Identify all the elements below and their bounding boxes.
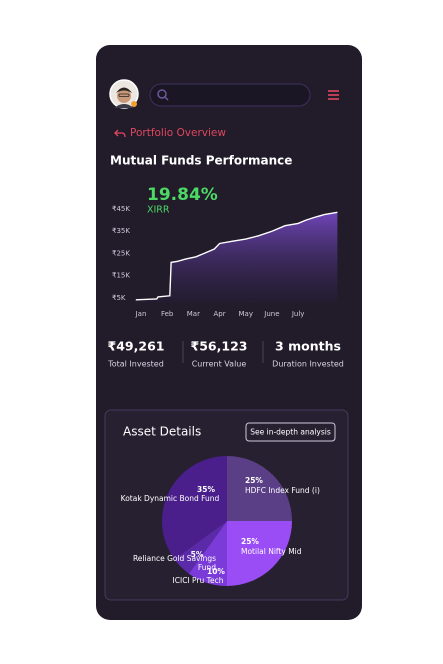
- stat-value: 3 months: [275, 339, 341, 354]
- stat-value: ₹49,261: [108, 339, 165, 354]
- x-tick-label: Jan: [135, 310, 147, 318]
- stat-label: Duration Invested: [272, 360, 344, 369]
- area: [135, 212, 338, 303]
- x-tick-label: Mar: [187, 310, 200, 318]
- pie-value-label: 25%: [241, 537, 259, 546]
- pie-value-label: 25%: [245, 476, 263, 485]
- xirr-value: 19.84%: [147, 185, 218, 205]
- pie-slice: [188, 521, 227, 586]
- x-tick-label: May: [239, 310, 253, 318]
- pie-slice: [161, 456, 227, 560]
- stat-value: ₹56,123: [191, 339, 248, 354]
- card-title: Asset Details: [123, 425, 201, 439]
- x-tick-label: Apr: [214, 310, 226, 318]
- stats: [182, 341, 264, 363]
- y-tick-label: ₹35K: [112, 227, 130, 235]
- pie-value-label: 5%: [191, 550, 204, 559]
- search-bar[interactable]: [149, 83, 311, 107]
- x-tick-label: Feb: [161, 310, 174, 318]
- analysis-button-label[interactable]: See in-depth analysis: [250, 428, 331, 437]
- pie-label: ICICI Pru Tech: [173, 576, 224, 585]
- x-tick-label: July: [291, 310, 305, 318]
- pie-slice: [227, 521, 292, 586]
- line: [135, 211, 338, 301]
- y-tick-label: ₹15K: [112, 272, 130, 280]
- stat-label: Current Value: [192, 360, 247, 369]
- nav-link[interactable]: Portfolio Overview: [130, 127, 226, 139]
- y-tick-label: ₹5K: [112, 294, 126, 302]
- pie-label: Reliance Gold Savings Fund: [132, 554, 216, 572]
- analysis-button[interactable]: [245, 422, 336, 442]
- xirr-label: XIRR: [147, 205, 170, 216]
- y-tick-label: ₹45K: [112, 205, 130, 213]
- x-tick-label: June: [263, 310, 279, 318]
- back-arrow[interactable]: [114, 129, 126, 138]
- avatar[interactable]: [109, 79, 139, 109]
- pie-value-label: 10%: [207, 567, 225, 576]
- chart-title: Mutual Funds Performance: [110, 154, 292, 168]
- stat-label: Total Invested: [107, 360, 164, 369]
- pie-label: Motilal Nifty Mid: [241, 547, 302, 556]
- y-tick-label: ₹25K: [112, 249, 130, 257]
- pie-slice: [174, 521, 227, 574]
- pie-slice: [227, 456, 292, 521]
- pie-label: HDFC Index Fund (i): [245, 486, 320, 495]
- menu-icon[interactable]: [328, 90, 339, 100]
- pie-value-label: 35%: [197, 485, 215, 494]
- pie-label: Kotak Dynamic Bond Fund: [121, 494, 220, 503]
